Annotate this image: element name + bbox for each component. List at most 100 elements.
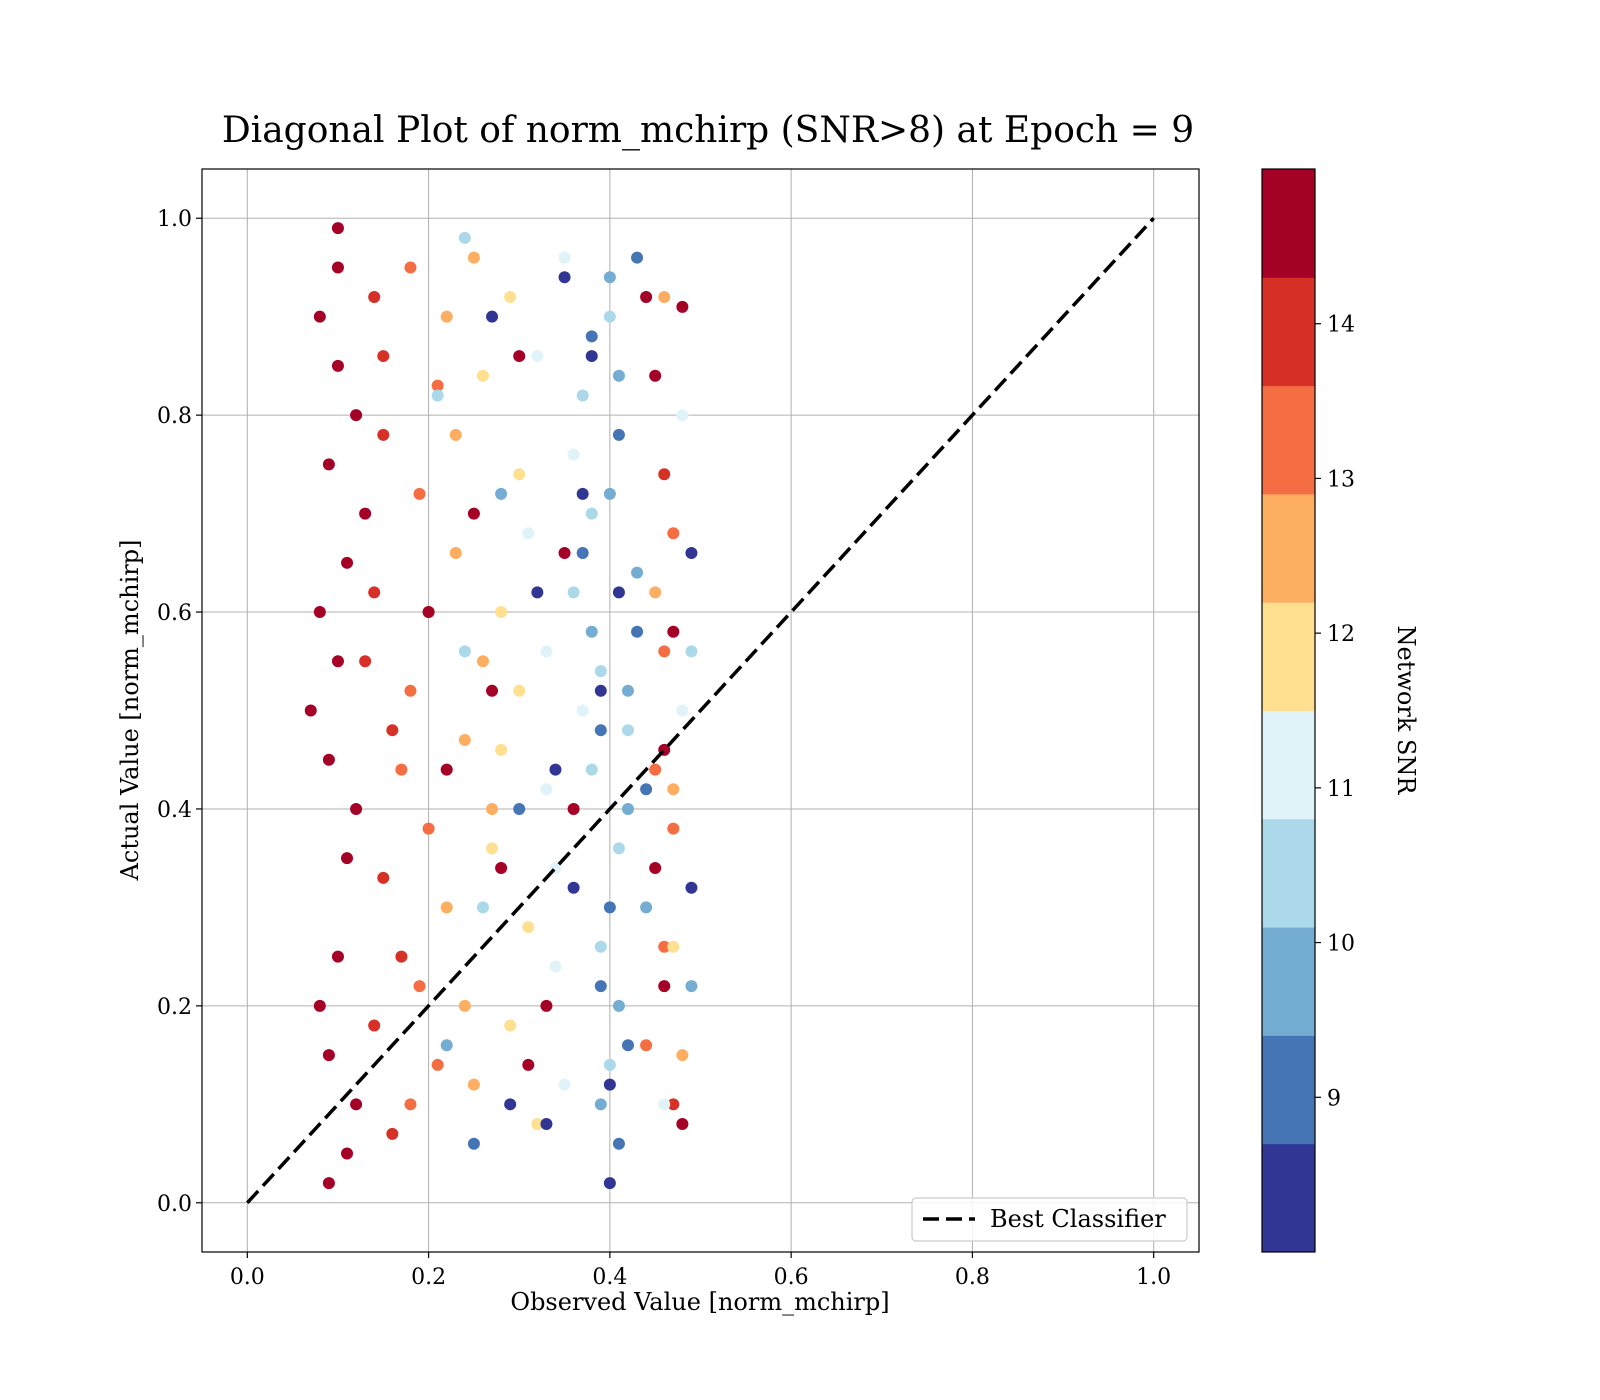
scatter-point — [313, 999, 326, 1012]
scatter-point — [322, 1177, 335, 1190]
scatter-point — [558, 546, 571, 559]
scatter-point — [341, 1147, 354, 1160]
scatter-point — [585, 350, 598, 363]
scatter-point — [685, 881, 698, 894]
scatter-point — [513, 684, 526, 697]
scatter-point — [386, 724, 399, 737]
scatter-point — [440, 763, 453, 776]
scatter-point — [649, 369, 662, 382]
scatter-point — [476, 369, 489, 382]
scatter-point — [359, 507, 372, 520]
y-tick-label: 1.0 — [157, 207, 192, 232]
y-axis-ticks: 0.0 0.2 0.4 0.6 0.8 1.0 — [157, 207, 202, 1217]
scatter-point — [631, 566, 644, 579]
scatter-point — [404, 684, 417, 697]
scatter-point — [649, 862, 662, 875]
scatter-point — [531, 350, 544, 363]
scatter-point — [658, 980, 671, 993]
y-tick-label: 0.4 — [157, 798, 192, 823]
scatter-point — [467, 251, 480, 264]
scatter-point — [621, 802, 634, 815]
scatter-point — [531, 1118, 544, 1131]
scatter-point — [567, 802, 580, 815]
scatter-point — [331, 222, 344, 235]
scatter-point — [331, 261, 344, 274]
scatter-point — [513, 350, 526, 363]
y-tick-label: 0.6 — [157, 601, 192, 626]
colorbar — [1262, 169, 1315, 1253]
scatter-point — [440, 310, 453, 323]
colorbar-ticks: 9 10 11 12 13 14 — [1315, 313, 1355, 1111]
scatter-point — [476, 901, 489, 914]
scatter-point — [567, 586, 580, 599]
scatter-point — [640, 290, 653, 303]
scatter-point — [540, 1118, 553, 1131]
colorbar-segment — [1262, 602, 1315, 711]
scatter-point — [640, 783, 653, 796]
scatter-point — [603, 1078, 616, 1091]
scatter-point — [603, 1177, 616, 1190]
x-tick-label: 0.4 — [592, 1265, 627, 1290]
scatter-point — [585, 625, 598, 638]
scatter-point — [458, 645, 471, 658]
scatter-point — [386, 1127, 399, 1140]
scatter-point — [504, 1019, 517, 1032]
scatter-point — [322, 458, 335, 471]
plot-frame — [201, 168, 1200, 1253]
scatter-point — [594, 684, 607, 697]
colorbar-segment — [1262, 927, 1315, 1036]
scatter-point — [603, 487, 616, 500]
scatter-point — [504, 290, 517, 303]
scatter-point — [667, 940, 680, 953]
scatter-point — [612, 369, 625, 382]
scatter-point — [495, 487, 508, 500]
scatter-point — [676, 300, 689, 313]
scatter-point — [567, 448, 580, 461]
scatter-point — [422, 822, 435, 835]
scatter-point — [603, 1058, 616, 1071]
scatter-point — [612, 586, 625, 599]
scatter-point — [540, 645, 553, 658]
colorbar-segment — [1262, 277, 1315, 387]
colorbar-segment — [1262, 493, 1315, 603]
y-tick-label: 0.0 — [157, 1192, 192, 1217]
scatter-point — [649, 763, 662, 776]
scatter-point — [612, 999, 625, 1012]
scatter-point — [676, 1049, 689, 1062]
scatter-point — [467, 1137, 480, 1150]
x-tick-label: 0.0 — [230, 1265, 265, 1290]
scatter-point — [440, 1039, 453, 1052]
x-tick-label: 0.6 — [774, 1265, 809, 1290]
scatter-point — [585, 330, 598, 343]
scatter-point — [658, 468, 671, 481]
scatter-point — [603, 271, 616, 284]
colorbar-segment — [1262, 818, 1315, 928]
scatter-point — [495, 862, 508, 875]
scatter-point — [585, 763, 598, 776]
legend-box — [911, 1197, 1188, 1242]
scatter-point — [431, 389, 444, 402]
scatter-point — [495, 606, 508, 619]
scatter-point — [540, 783, 553, 796]
scatter-point — [621, 724, 634, 737]
scatter-point — [667, 527, 680, 540]
scatter-point — [458, 231, 471, 244]
scatter-point — [486, 802, 499, 815]
colorbar-frame — [1261, 168, 1316, 1253]
scatter-point — [667, 1098, 680, 1111]
x-axis-label: Observed Value [norm_mchirp] — [510, 1288, 889, 1316]
scatter-point — [395, 950, 408, 963]
scatter-point — [341, 852, 354, 865]
scatter-point — [603, 901, 616, 914]
scatter-point — [504, 1098, 517, 1111]
scatter-point — [322, 1049, 335, 1062]
scatter-point — [368, 1019, 381, 1032]
scatter-point — [631, 251, 644, 264]
scatter-point — [404, 261, 417, 274]
scatter-point — [685, 546, 698, 559]
y-axis-label: Actual Value [norm_mchirp] — [116, 540, 144, 882]
scatter-point — [331, 950, 344, 963]
scatter-point — [612, 842, 625, 855]
x-tick-label: 0.8 — [955, 1265, 990, 1290]
